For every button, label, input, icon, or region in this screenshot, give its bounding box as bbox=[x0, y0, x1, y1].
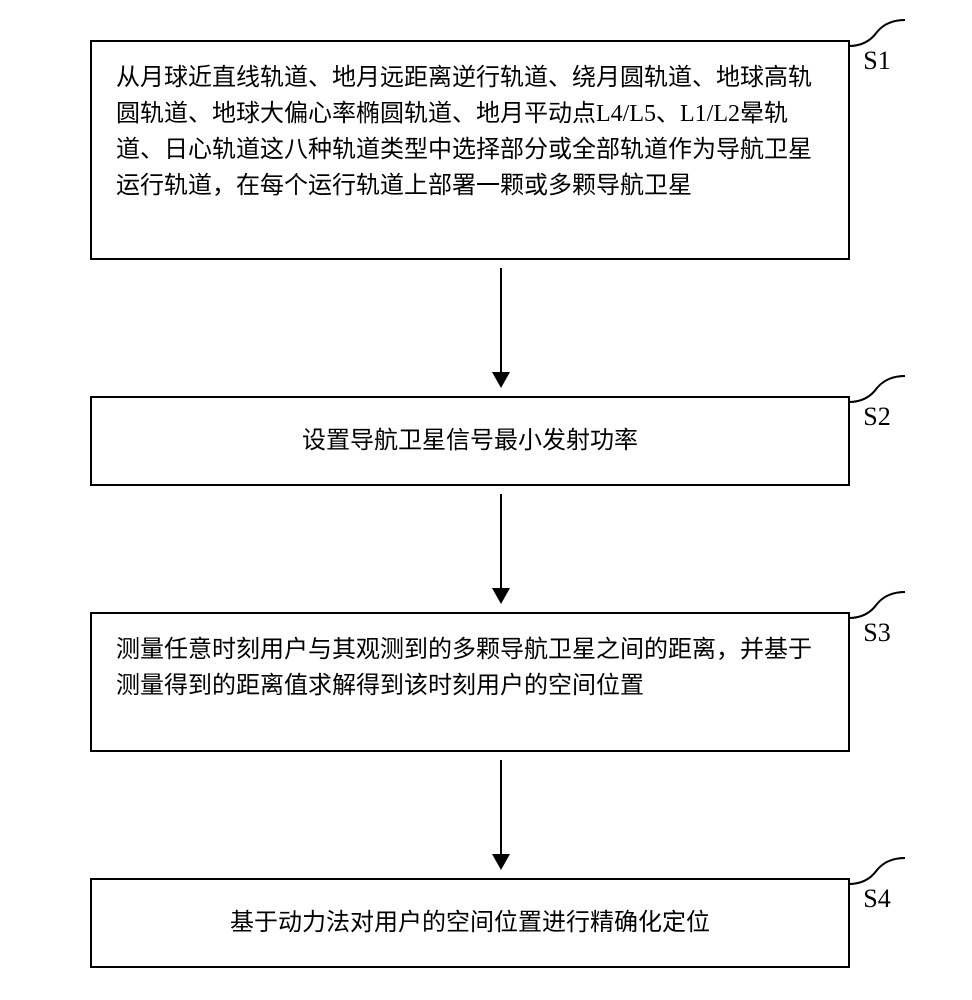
step-s1-box: 从月球近直线轨道、地月远距离逆行轨道、绕月圆轨道、地球高轨圆轨道、地球大偏心率椭… bbox=[90, 40, 850, 260]
arrow-head-icon bbox=[492, 854, 510, 870]
step-s4-label: S4 bbox=[863, 884, 890, 914]
arrow-1 bbox=[121, 260, 881, 396]
curve-icon bbox=[847, 18, 907, 50]
arrow-head-icon bbox=[492, 588, 510, 604]
step-s1-container: 从月球近直线轨道、地月远距离逆行轨道、绕月圆轨道、地球高轨圆轨道、地球大偏心率椭… bbox=[60, 40, 912, 260]
step-s1-text: 从月球近直线轨道、地月远距离逆行轨道、绕月圆轨道、地球高轨圆轨道、地球大偏心率椭… bbox=[116, 65, 812, 199]
curve-icon bbox=[847, 590, 907, 622]
step-s2-label: S2 bbox=[863, 402, 890, 432]
step-s1-label-wrap: S1 bbox=[847, 18, 907, 76]
step-s4-text: 基于动力法对用户的空间位置进行精确化定位 bbox=[116, 905, 824, 941]
step-s3-text: 测量任意时刻用户与其观测到的多颗导航卫星之间的距离，并基于测量得到的距离值求解得… bbox=[116, 637, 812, 699]
flowchart-container: 从月球近直线轨道、地月远距离逆行轨道、绕月圆轨道、地球高轨圆轨道、地球大偏心率椭… bbox=[60, 40, 912, 968]
arrow-line-icon bbox=[500, 760, 502, 855]
step-s3-label: S3 bbox=[863, 618, 890, 648]
step-s3-box: 测量任意时刻用户与其观测到的多颗导航卫星之间的距离，并基于测量得到的距离值求解得… bbox=[90, 612, 850, 752]
step-s1-label: S1 bbox=[863, 46, 890, 76]
step-s4-container: 基于动力法对用户的空间位置进行精确化定位 S4 bbox=[60, 878, 912, 968]
step-s2-box: 设置导航卫星信号最小发射功率 bbox=[90, 396, 850, 486]
arrow-line-icon bbox=[500, 268, 502, 373]
arrow-head-icon bbox=[492, 372, 510, 388]
arrow-3 bbox=[121, 752, 881, 878]
step-s2-container: 设置导航卫星信号最小发射功率 S2 bbox=[60, 396, 912, 486]
step-s4-box: 基于动力法对用户的空间位置进行精确化定位 bbox=[90, 878, 850, 968]
step-s2-label-wrap: S2 bbox=[847, 374, 907, 432]
curve-icon bbox=[847, 374, 907, 406]
curve-icon bbox=[847, 856, 907, 888]
step-s4-label-wrap: S4 bbox=[847, 856, 907, 914]
arrow-2 bbox=[121, 486, 881, 612]
step-s3-label-wrap: S3 bbox=[847, 590, 907, 648]
arrow-line-icon bbox=[500, 494, 502, 589]
step-s3-container: 测量任意时刻用户与其观测到的多颗导航卫星之间的距离，并基于测量得到的距离值求解得… bbox=[60, 612, 912, 752]
step-s2-text: 设置导航卫星信号最小发射功率 bbox=[116, 423, 824, 459]
